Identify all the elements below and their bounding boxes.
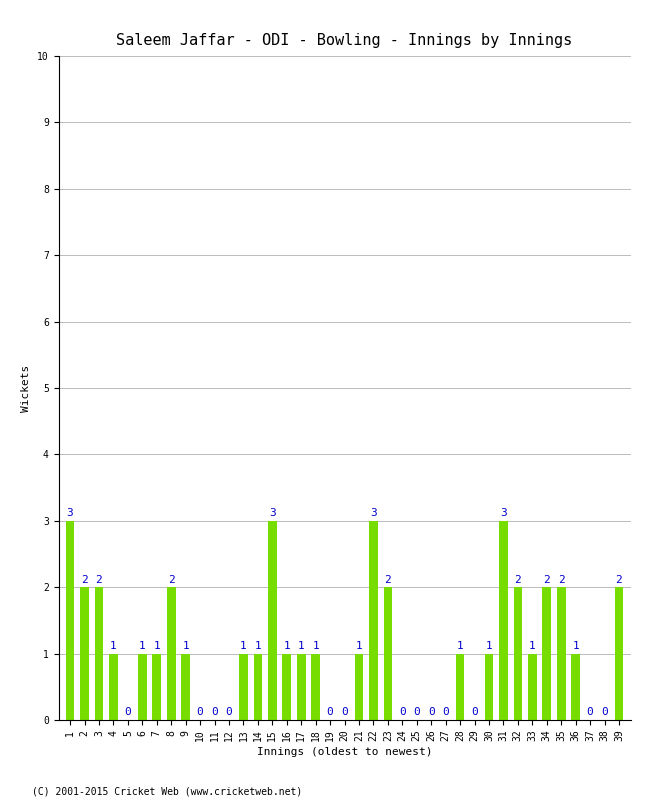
Bar bbox=[355, 654, 363, 720]
Text: 2: 2 bbox=[81, 574, 88, 585]
Text: 2: 2 bbox=[514, 574, 521, 585]
Bar bbox=[499, 521, 508, 720]
Text: 0: 0 bbox=[471, 707, 478, 718]
Text: 2: 2 bbox=[384, 574, 391, 585]
Bar bbox=[571, 654, 580, 720]
Text: 1: 1 bbox=[356, 641, 362, 651]
Text: 0: 0 bbox=[587, 707, 593, 718]
Text: 1: 1 bbox=[182, 641, 189, 651]
X-axis label: Innings (oldest to newest): Innings (oldest to newest) bbox=[257, 747, 432, 757]
Text: 0: 0 bbox=[341, 707, 348, 718]
Bar bbox=[66, 521, 74, 720]
Text: 3: 3 bbox=[67, 508, 73, 518]
Y-axis label: Wickets: Wickets bbox=[21, 364, 31, 412]
Bar bbox=[239, 654, 248, 720]
Bar bbox=[268, 521, 277, 720]
Text: 3: 3 bbox=[370, 508, 377, 518]
Bar bbox=[95, 587, 103, 720]
Bar bbox=[80, 587, 89, 720]
Bar bbox=[311, 654, 320, 720]
Bar bbox=[542, 587, 551, 720]
Text: 2: 2 bbox=[168, 574, 175, 585]
Text: 0: 0 bbox=[211, 707, 218, 718]
Bar bbox=[282, 654, 291, 720]
Bar bbox=[167, 587, 176, 720]
Bar bbox=[152, 654, 161, 720]
Bar bbox=[528, 654, 537, 720]
Text: 0: 0 bbox=[428, 707, 435, 718]
Text: 2: 2 bbox=[616, 574, 622, 585]
Bar bbox=[557, 587, 566, 720]
Text: 0: 0 bbox=[124, 707, 131, 718]
Text: (C) 2001-2015 Cricket Web (www.cricketweb.net): (C) 2001-2015 Cricket Web (www.cricketwe… bbox=[32, 786, 303, 796]
Text: 2: 2 bbox=[558, 574, 565, 585]
Text: 1: 1 bbox=[572, 641, 579, 651]
Text: 1: 1 bbox=[486, 641, 492, 651]
Text: 0: 0 bbox=[327, 707, 333, 718]
Text: 1: 1 bbox=[529, 641, 536, 651]
Text: 1: 1 bbox=[110, 641, 117, 651]
Text: 1: 1 bbox=[240, 641, 247, 651]
Title: Saleem Jaffar - ODI - Bowling - Innings by Innings: Saleem Jaffar - ODI - Bowling - Innings … bbox=[116, 33, 573, 48]
Text: 1: 1 bbox=[312, 641, 319, 651]
Text: 0: 0 bbox=[197, 707, 203, 718]
Text: 3: 3 bbox=[500, 508, 507, 518]
Text: 0: 0 bbox=[601, 707, 608, 718]
Text: 0: 0 bbox=[413, 707, 420, 718]
Text: 3: 3 bbox=[269, 508, 276, 518]
Text: 0: 0 bbox=[226, 707, 232, 718]
Bar bbox=[254, 654, 262, 720]
Text: 1: 1 bbox=[254, 641, 261, 651]
Bar bbox=[485, 654, 493, 720]
Text: 1: 1 bbox=[153, 641, 160, 651]
Bar bbox=[514, 587, 522, 720]
Text: 1: 1 bbox=[298, 641, 305, 651]
Text: 2: 2 bbox=[96, 574, 102, 585]
Bar bbox=[456, 654, 464, 720]
Bar bbox=[369, 521, 378, 720]
Text: 2: 2 bbox=[543, 574, 550, 585]
Text: 1: 1 bbox=[283, 641, 290, 651]
Text: 1: 1 bbox=[457, 641, 463, 651]
Text: 0: 0 bbox=[399, 707, 406, 718]
Bar bbox=[384, 587, 392, 720]
Bar bbox=[615, 587, 623, 720]
Bar bbox=[181, 654, 190, 720]
Bar bbox=[297, 654, 306, 720]
Bar bbox=[138, 654, 147, 720]
Bar bbox=[109, 654, 118, 720]
Text: 0: 0 bbox=[442, 707, 449, 718]
Text: 1: 1 bbox=[139, 641, 146, 651]
